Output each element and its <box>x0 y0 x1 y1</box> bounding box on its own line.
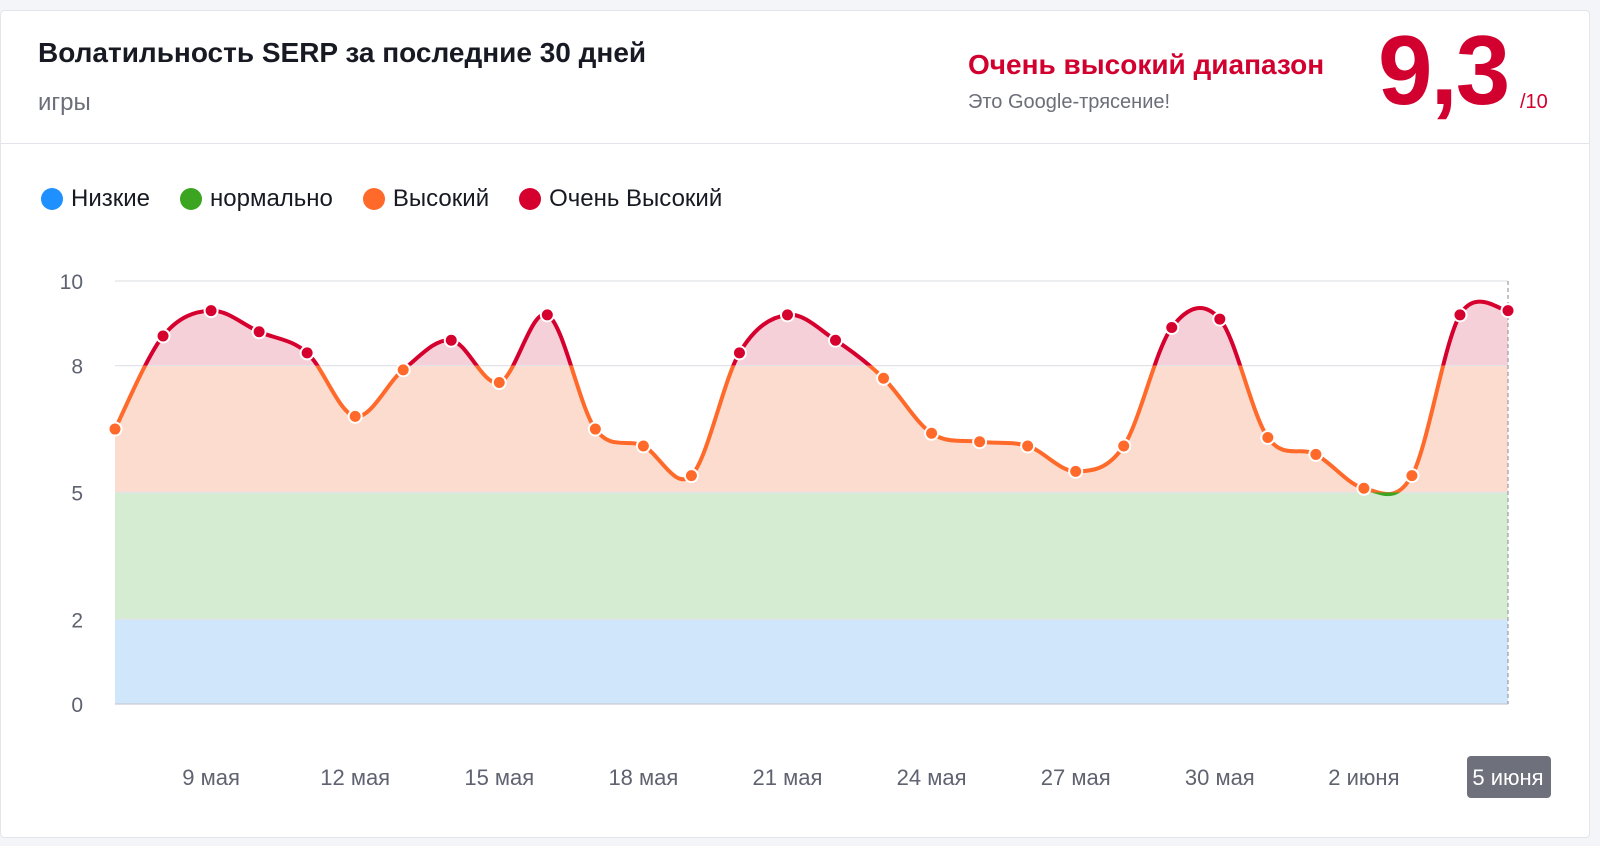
data-point[interactable] <box>251 324 267 340</box>
band-low <box>115 619 1508 704</box>
card-header: Волатильность SERP за последние 30 дней … <box>1 11 1589 144</box>
band-normal <box>115 492 1508 620</box>
legend-label-very-high: Очень Высокий <box>549 185 723 212</box>
legend-item-very-high[interactable]: Очень Высокий <box>519 185 722 213</box>
x-tick-label: 9 мая <box>182 765 240 790</box>
volatility-score-max: /10 <box>1520 91 1548 113</box>
legend-item-low[interactable]: Низкие <box>41 185 150 213</box>
area-high <box>115 365 1508 493</box>
legend-item-normal[interactable]: нормально <box>180 185 333 213</box>
volatility-score: 9,3 <box>1378 15 1510 125</box>
legend-label-high: Высокий <box>392 185 490 212</box>
data-point[interactable] <box>395 362 411 378</box>
legend-item-high[interactable]: Высокий <box>362 185 490 213</box>
data-point[interactable] <box>924 425 940 441</box>
x-tick-label: 5 июня <box>1472 765 1543 790</box>
y-tick-label: 8 <box>71 356 83 379</box>
data-point[interactable] <box>1116 438 1132 454</box>
legend-label-normal: нормально <box>210 185 333 212</box>
data-point[interactable] <box>683 468 699 484</box>
x-tick-label: 15 мая <box>464 765 534 790</box>
data-point[interactable] <box>1308 446 1324 462</box>
data-point[interactable] <box>731 345 747 361</box>
x-tick-label: 2 июня <box>1328 765 1399 790</box>
data-point[interactable] <box>1212 311 1228 327</box>
area-very-high <box>145 301 1508 366</box>
y-tick-label: 2 <box>71 609 83 632</box>
x-tick-highlight <box>1467 756 1551 798</box>
data-point[interactable] <box>1452 307 1468 323</box>
data-point[interactable] <box>1404 468 1420 484</box>
data-point[interactable] <box>491 375 507 391</box>
data-point[interactable] <box>539 307 555 323</box>
data-point[interactable] <box>779 307 795 323</box>
x-tick-label: 30 мая <box>1185 765 1255 790</box>
range-description: Это Google-трясение! <box>968 91 1171 113</box>
data-point[interactable] <box>828 332 844 348</box>
data-point[interactable] <box>347 408 363 424</box>
data-point[interactable] <box>299 345 315 361</box>
chart-legend: Низкие нормально Высокий Очень Высокий <box>41 185 722 213</box>
legend-dot-normal <box>180 188 202 210</box>
x-tick-label: 27 мая <box>1041 765 1111 790</box>
data-point[interactable] <box>203 303 219 319</box>
data-point[interactable] <box>107 421 123 437</box>
x-tick-label: 21 мая <box>753 765 823 790</box>
card-title: Волатильность SERP за последние 30 дней <box>38 37 647 68</box>
legend-dot-very-high <box>519 188 542 210</box>
data-point[interactable] <box>1164 320 1180 336</box>
data-point[interactable] <box>1356 480 1372 496</box>
data-point[interactable] <box>587 421 603 437</box>
legend-dot-low <box>41 188 63 210</box>
x-tick-label: 12 мая <box>320 765 390 790</box>
data-point[interactable] <box>155 328 171 344</box>
data-point[interactable] <box>1020 438 1036 454</box>
legend-dot-high <box>362 188 385 210</box>
data-point[interactable] <box>1260 430 1276 446</box>
x-tick-label: 24 мая <box>897 765 967 790</box>
series-line-very-high <box>142 299 1508 366</box>
data-point[interactable] <box>1500 303 1516 319</box>
y-tick-label: 10 <box>60 271 83 294</box>
y-tick-label: 0 <box>71 694 83 717</box>
category-subtitle: игры <box>38 89 91 116</box>
data-point[interactable] <box>443 332 459 348</box>
data-point[interactable] <box>635 438 651 454</box>
range-label: Очень высокий диапазон <box>968 49 1325 80</box>
data-point[interactable] <box>1068 463 1084 479</box>
data-point[interactable] <box>972 434 988 450</box>
y-tick-label: 5 <box>71 483 83 506</box>
data-point[interactable] <box>876 370 892 386</box>
legend-label-low: Низкие <box>71 185 150 212</box>
x-tick-label: 18 мая <box>608 765 678 790</box>
